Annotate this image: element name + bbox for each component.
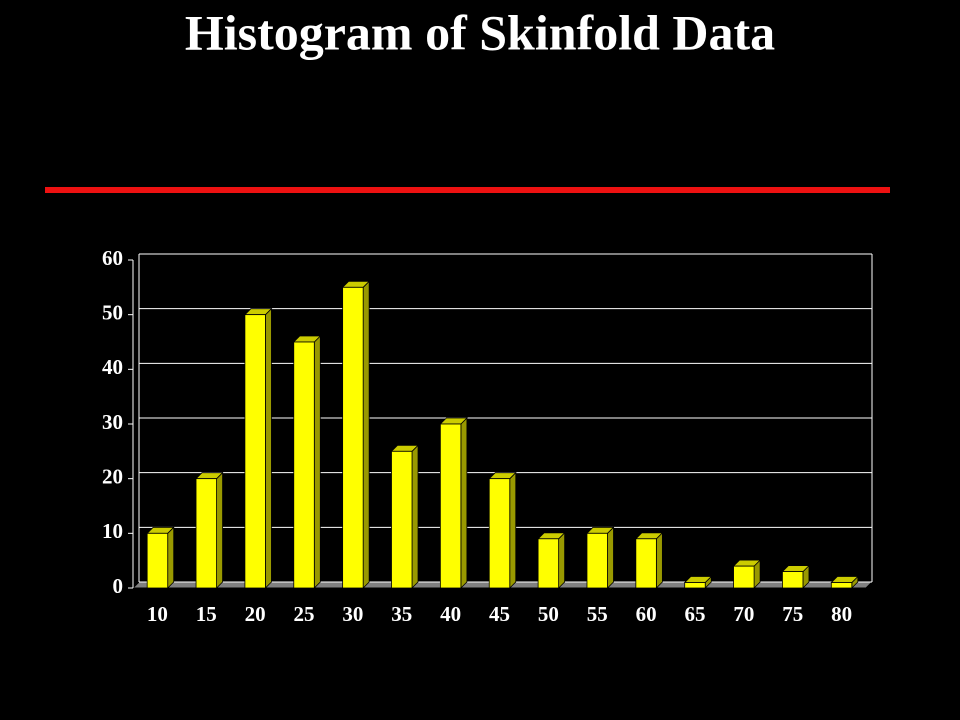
bar: [146, 532, 169, 589]
x-tick-label: 20: [245, 602, 266, 626]
bar-side: [313, 335, 321, 589]
y-tick-label: 30: [102, 410, 123, 434]
bar-side: [509, 471, 517, 589]
bar: [391, 450, 413, 589]
x-tick-label: 10: [147, 602, 168, 626]
y-tick-label: 20: [102, 464, 123, 488]
x-tick-label: 50: [538, 602, 559, 626]
x-tick-label: 60: [636, 602, 657, 626]
x-tick-label: 45: [489, 602, 510, 626]
bar: [586, 532, 608, 589]
y-tick-label: 40: [102, 355, 123, 379]
bar-side: [362, 280, 370, 589]
x-tick-label: 40: [440, 602, 461, 626]
x-tick-label: 35: [391, 602, 412, 626]
bar-side: [607, 526, 614, 589]
bar: [244, 314, 266, 589]
bar-side: [265, 307, 272, 589]
bar-side: [655, 531, 663, 589]
y-tick-label: 0: [113, 574, 124, 598]
bar: [342, 286, 364, 589]
x-tick-label: 55: [587, 602, 608, 626]
bar: [537, 538, 560, 589]
bar: [830, 582, 853, 589]
bar: [733, 565, 755, 589]
x-tick-label: 80: [831, 602, 852, 626]
x-tick-label: 65: [684, 602, 705, 626]
x-tick-label: 25: [294, 602, 315, 626]
bar: [684, 582, 706, 589]
y-tick-label: 60: [102, 246, 123, 270]
bar: [782, 571, 804, 589]
bar-side: [216, 471, 223, 589]
bar: [195, 478, 217, 589]
bar: [635, 538, 657, 589]
chart-title: Histogram of Skinfold Data: [185, 4, 775, 60]
y-tick-label: 50: [102, 300, 123, 324]
bar-side: [558, 531, 566, 589]
bar: [293, 341, 315, 589]
x-tick-label: 75: [782, 602, 803, 626]
x-tick-label: 30: [342, 602, 363, 626]
bar: [439, 423, 462, 589]
y-tick-label: 10: [102, 519, 123, 543]
bar-side: [460, 417, 468, 589]
bar: [488, 478, 511, 589]
bar-side: [411, 444, 419, 589]
x-tick-label: 70: [733, 602, 754, 626]
bar-side: [167, 526, 175, 589]
x-tick-label: 15: [196, 602, 217, 626]
